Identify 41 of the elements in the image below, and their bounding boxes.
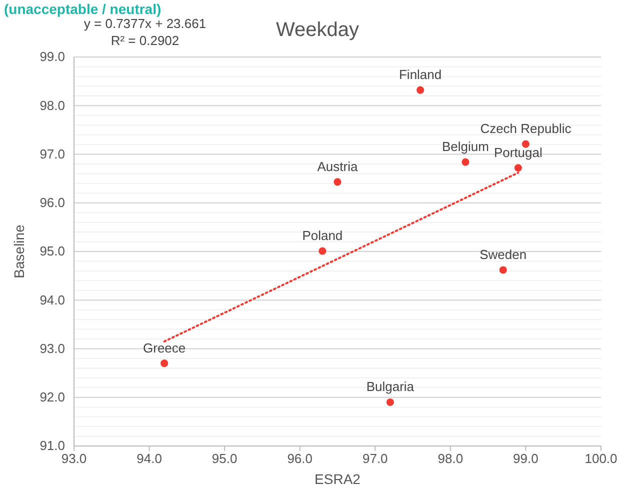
point (514, 164, 522, 172)
point (386, 398, 394, 406)
annotation: Poland (302, 228, 343, 244)
x-tick-label: 98.0 (438, 451, 464, 466)
x-axis-title: ESRA2 (314, 471, 361, 487)
annotation: Finland (398, 67, 442, 82)
y-tick-label: 99.0 (40, 49, 65, 64)
y-tick-label: 94.0 (40, 292, 65, 308)
point (499, 266, 507, 274)
point (334, 178, 342, 186)
y-tick-label: 92.0 (40, 390, 65, 405)
y-tick-label: 93.0 (40, 340, 65, 356)
y-axis-title: Baseline (11, 224, 27, 278)
y-tick-label: 96.0 (40, 195, 65, 210)
text: R² = 0.2902 (110, 33, 180, 48)
point (462, 158, 470, 166)
annotation: Bulgaria (366, 379, 415, 394)
annotation: Austria (317, 158, 358, 174)
point (318, 247, 326, 255)
y-tick-label: 98.0 (40, 98, 65, 113)
point (522, 140, 530, 148)
chart-subtitle: (unacceptable / neutral) (4, 1, 162, 17)
x-tick-label: 95.0 (212, 451, 238, 466)
x-tick-label: 96.0 (287, 451, 313, 466)
y-tick-label: 95.0 (40, 244, 65, 259)
text: y = 0.7377x + 23.661 (84, 16, 206, 31)
annotation: Belgium (442, 139, 489, 154)
y-tick-label: 97.0 (40, 146, 65, 162)
annotation: Portugal (494, 144, 543, 160)
point (416, 86, 424, 94)
chart-title: Weekday (276, 19, 360, 41)
annotation: Greece (143, 340, 186, 356)
y-tick-label: 91.0 (40, 438, 65, 454)
x-tick-label: 99.0 (513, 451, 538, 466)
annotation: Sweden (480, 246, 527, 262)
annotation: Czech Republic (480, 121, 572, 136)
x-tick-label: 97.0 (362, 451, 388, 466)
x-tick-label: 100.0 (584, 451, 618, 466)
point (160, 360, 168, 368)
x-tick-label: 94.0 (136, 451, 162, 466)
x-tick-label: 93.0 (61, 451, 87, 466)
